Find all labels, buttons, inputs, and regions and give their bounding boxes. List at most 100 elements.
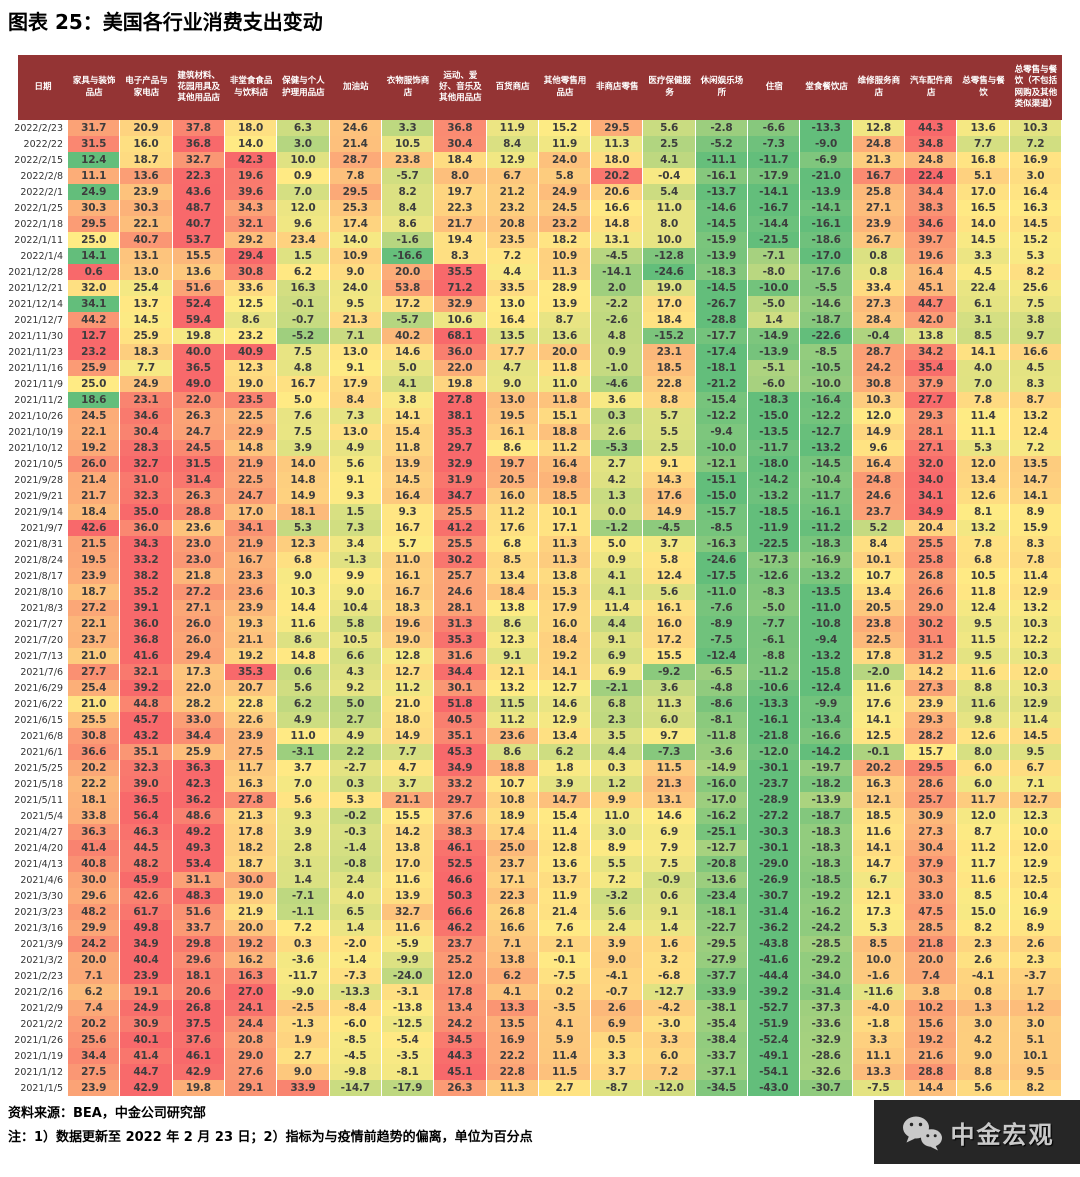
heatmap-cell: 11.6: [381, 920, 435, 936]
heatmap-cell: 46.2: [434, 920, 487, 936]
heatmap-cell: 25.8: [852, 184, 906, 200]
heatmap-cell: -15.1: [695, 472, 749, 488]
heatmap-cell: -7.3: [643, 744, 696, 760]
heatmap-cell: 35.3: [434, 632, 487, 648]
heatmap-cell: -4.0: [852, 1000, 906, 1016]
heatmap-cell: 33.6: [224, 280, 278, 296]
heatmap-cell: 6.7: [852, 872, 906, 888]
heatmap-cell: 32.0: [68, 280, 121, 296]
heatmap-cell: 32.3: [120, 760, 173, 776]
heatmap-cell: 30.4: [120, 424, 173, 440]
heatmap-cell: 6.8: [591, 696, 644, 712]
heatmap-cell: -38.4: [695, 1032, 749, 1048]
heatmap-cell: 11.6: [277, 616, 330, 632]
table-row: 2021/10/5 26.0 32.7 31.5 21.9 14.0 5.6 13.9 32.9…: [14, 456, 1062, 472]
heatmap-cell: 5.1: [957, 168, 1010, 184]
heatmap-cell: 20.0: [68, 952, 121, 968]
heatmap-cell: 6.6: [329, 648, 382, 664]
heatmap-cell: 16.0: [538, 616, 592, 632]
date-cell: 2021/11/30: [8, 328, 68, 344]
table-row: 2021/2/23 7.1 23.9 18.1 16.3 -11.7 -7.3 -24.0 12…: [14, 968, 1062, 984]
heatmap-cell: 24.7: [224, 488, 278, 504]
heatmap-cell: 3.2: [643, 952, 696, 968]
heatmap-cell: 20.8: [224, 1032, 278, 1048]
heatmap-cell: 11.4: [1009, 568, 1062, 584]
heatmap-cell: 7.6: [277, 408, 330, 424]
heatmap-cell: 11.2: [538, 440, 592, 456]
heatmap-cell: -16.9: [800, 552, 853, 568]
heatmap-cell: -3.6: [695, 744, 749, 760]
heatmap-cell: 9.9: [329, 568, 382, 584]
heatmap-cell: 0.6: [277, 664, 330, 680]
heatmap-cell: 18.0: [224, 120, 278, 136]
heatmap-cell: 51.8: [434, 696, 487, 712]
heatmap-cell: 6.9: [643, 824, 696, 840]
heatmap-cell: 23.0: [172, 552, 225, 568]
heatmap-cell: 10.5: [957, 568, 1010, 584]
date-cell: 2022/1/18: [14, 216, 68, 232]
heatmap-cell: 28.2: [905, 728, 958, 744]
heatmap-cell: 2.7: [591, 456, 644, 472]
heatmap-cell: 23.5: [224, 392, 278, 408]
heatmap-cell: 17.6: [643, 488, 696, 504]
heatmap-cell: 1.5: [277, 248, 330, 264]
heatmap-cell: -13.7: [695, 184, 749, 200]
date-cell: 2021/6/29: [14, 680, 68, 696]
heatmap-cell: 8.3: [1009, 536, 1062, 552]
heatmap-cell: 13.9: [381, 888, 435, 904]
heatmap-cell: 0.2: [538, 984, 592, 1000]
heatmap-cell: 25.2: [434, 952, 487, 968]
date-cell: 2021/12/14: [8, 296, 68, 312]
heatmap-cell: 8.2: [957, 920, 1010, 936]
heatmap-cell: -24.0: [381, 968, 435, 984]
heatmap-cell: -2.8: [695, 120, 749, 136]
heatmap-cell: 34.1: [68, 296, 121, 312]
heatmap-cell: 14.5: [1009, 216, 1062, 232]
heatmap-cell: 19.0: [643, 280, 696, 296]
heatmap-cell: 10.4: [329, 600, 382, 616]
heatmap-cell: 37.8: [172, 120, 225, 136]
heatmap-cell: -16.0: [695, 776, 749, 792]
heatmap-cell: 5.8: [329, 616, 382, 632]
heatmap-cell: 14.9: [381, 728, 435, 744]
column-header: 总零售与餐饮: [957, 55, 1010, 120]
heatmap-cell: 49.2: [172, 824, 225, 840]
heatmap-cell: 13.6: [538, 328, 592, 344]
heatmap-cell: 16.4: [1009, 184, 1062, 200]
heatmap-cell: 34.1: [224, 520, 278, 536]
heatmap-cell: 15.7: [905, 744, 958, 760]
heatmap-cell: 19.5: [486, 408, 539, 424]
heatmap-cell: 42.9: [172, 1064, 225, 1080]
heatmap-cell: -54.1: [748, 1064, 801, 1080]
heatmap-cell: 5.3: [957, 440, 1010, 456]
heatmap-cell: 11.2: [486, 504, 539, 520]
heatmap-cell: 4.5: [1009, 360, 1062, 376]
date-cell: 2021/3/2: [18, 952, 68, 968]
heatmap-cell: 21.5: [68, 536, 121, 552]
heatmap-cell: -8.0: [748, 264, 801, 280]
heatmap-cell: 0.8: [852, 248, 906, 264]
heatmap-cell: -26.9: [748, 872, 801, 888]
heatmap-cell: 36.0: [434, 344, 487, 360]
heatmap-cell: 10.0: [852, 952, 906, 968]
date-cell: 2021/11/23: [8, 344, 68, 360]
heatmap-cell: 36.3: [68, 824, 121, 840]
table-row: 2021/4/27 36.3 46.3 49.2 17.8 3.9 -0.3 14.2 38.3…: [14, 824, 1062, 840]
heatmap-cell: 35.2: [120, 584, 173, 600]
heatmap-cell: 22.8: [224, 696, 278, 712]
column-header: 非堂食食品与饮料店: [224, 55, 278, 120]
heatmap-cell: 11.1: [852, 1048, 906, 1064]
heatmap-cell: 14.3: [643, 472, 696, 488]
heatmap-cell: 38.3: [905, 200, 958, 216]
heatmap-cell: 1.2: [1009, 1000, 1062, 1016]
table-row: 2022/2/8 11.1 13.6 22.3 19.6 0.9 7.8 -5.7 8.0 6.7…: [18, 168, 1062, 184]
heatmap-cell: -17.9: [748, 168, 801, 184]
heatmap-cell: -9.4: [695, 424, 749, 440]
heatmap-cell: 11.3: [538, 264, 592, 280]
heatmap-cell: -26.7: [695, 296, 749, 312]
heatmap-cell: 17.0: [381, 856, 435, 872]
heatmap-cell: -17.3: [748, 552, 801, 568]
heatmap-cell: 7.2: [1009, 136, 1062, 152]
column-header: 电子产品与家电店: [120, 55, 173, 120]
table-row: 2021/4/13 40.8 48.2 53.4 18.7 3.1 -0.8 17.0 52.5…: [14, 856, 1062, 872]
